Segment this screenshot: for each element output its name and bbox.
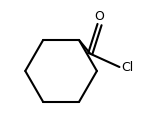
- Text: Cl: Cl: [121, 60, 133, 74]
- Text: O: O: [95, 10, 104, 23]
